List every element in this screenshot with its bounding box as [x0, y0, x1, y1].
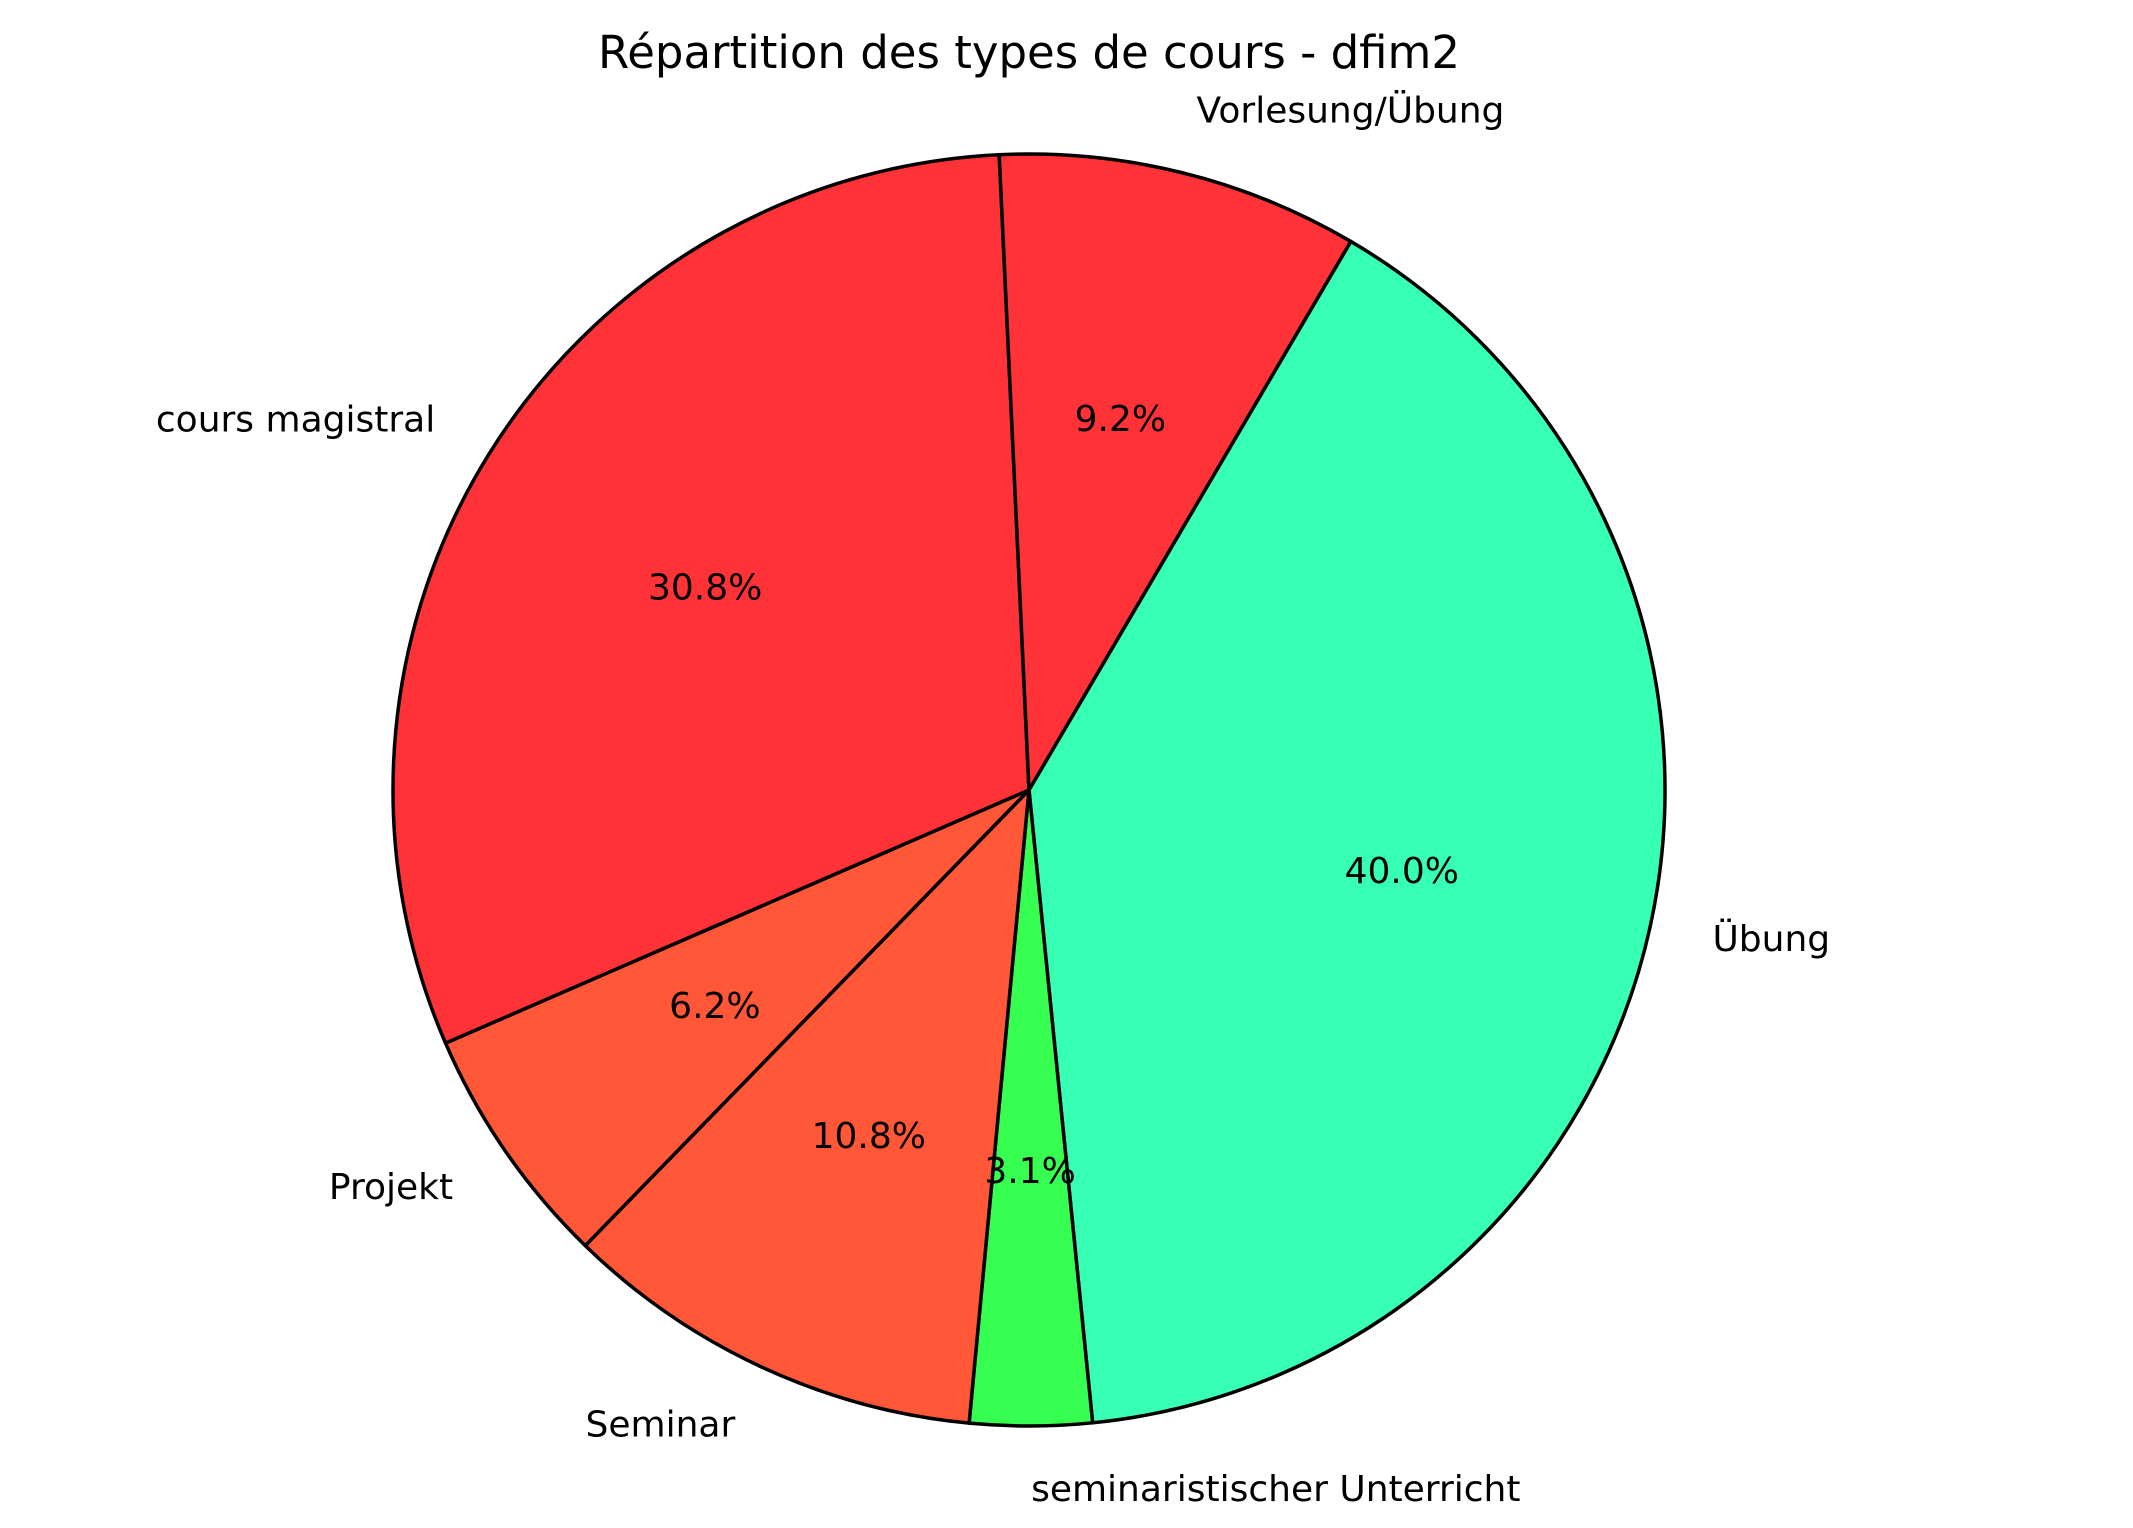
pct-label-vorlesung-bung: 9.2% [1075, 399, 1166, 440]
pct-label-cours-magistral: 30.8% [648, 568, 762, 609]
pct-label-projekt: 6.2% [669, 986, 760, 1027]
pie-slice-seminar [583, 788, 1031, 1425]
slice-label-seminaristischer-unterricht: seminaristischer Unterricht [1031, 1469, 1520, 1510]
pct-label-seminaristischer-unterricht: 3.1% [984, 1151, 1075, 1192]
pie-slice-projekt [443, 788, 1031, 1248]
slice-label-seminar: Seminar [586, 1404, 736, 1445]
slice-label-vorlesung-bung: Vorlesung/Übung [1197, 89, 1505, 131]
pie-slice-cours-magistral [391, 152, 1031, 1045]
chart-title: Répartition des types de cours - dfim2 [598, 26, 1460, 79]
pie-slices [391, 152, 1667, 1428]
slice-label-bung: Übung [1712, 918, 1830, 960]
pie-labels: Übung 40.0% seminaristischer Unterricht 3.1… [156, 89, 1830, 1510]
slice-label-projekt: Projekt [329, 1167, 453, 1208]
pct-label-seminar: 10.8% [812, 1116, 926, 1157]
pct-label-bung: 40.0% [1345, 851, 1459, 892]
pie-slice-bung [1027, 239, 1667, 1425]
pie-slice-vorlesung-bung [997, 152, 1353, 792]
slice-label-cours-magistral: cours magistral [156, 400, 435, 441]
